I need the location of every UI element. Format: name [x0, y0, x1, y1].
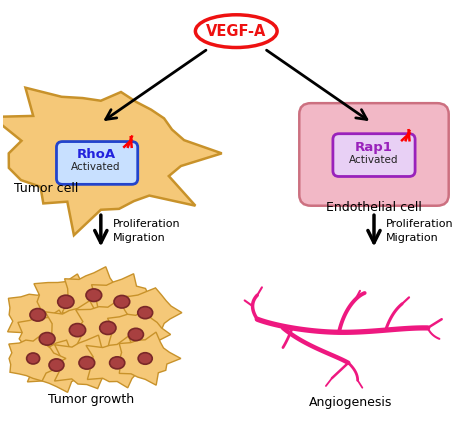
FancyBboxPatch shape: [56, 141, 138, 184]
Text: Proliferation
Migration: Proliferation Migration: [112, 219, 180, 243]
Ellipse shape: [69, 324, 86, 337]
Polygon shape: [45, 301, 115, 359]
Ellipse shape: [58, 295, 74, 308]
Ellipse shape: [79, 357, 95, 369]
Polygon shape: [117, 288, 182, 339]
Text: Endothelial cell: Endothelial cell: [326, 202, 422, 214]
Polygon shape: [55, 335, 126, 389]
Text: Tumor cell: Tumor cell: [14, 182, 79, 195]
Text: Tumor growth: Tumor growth: [48, 393, 135, 407]
Text: RhoA: RhoA: [77, 148, 116, 161]
Polygon shape: [76, 299, 147, 356]
Polygon shape: [8, 288, 78, 340]
Ellipse shape: [86, 289, 102, 301]
Polygon shape: [62, 267, 129, 323]
Ellipse shape: [195, 15, 277, 47]
Polygon shape: [91, 274, 160, 328]
Polygon shape: [119, 332, 181, 385]
Ellipse shape: [114, 295, 130, 308]
Polygon shape: [107, 307, 171, 362]
Ellipse shape: [109, 357, 125, 369]
Polygon shape: [9, 334, 66, 381]
Text: Activated: Activated: [72, 162, 121, 172]
Ellipse shape: [27, 353, 40, 364]
Text: Proliferation
Migration: Proliferation Migration: [386, 219, 453, 243]
Text: Activated: Activated: [349, 155, 399, 165]
Polygon shape: [26, 340, 89, 392]
Ellipse shape: [39, 332, 55, 345]
Text: Rap1: Rap1: [355, 141, 393, 154]
Ellipse shape: [138, 353, 152, 364]
Ellipse shape: [128, 328, 144, 341]
Ellipse shape: [100, 321, 116, 335]
Text: VEGF-A: VEGF-A: [206, 23, 266, 38]
Ellipse shape: [49, 359, 64, 371]
FancyBboxPatch shape: [333, 134, 415, 176]
FancyBboxPatch shape: [299, 103, 449, 206]
Polygon shape: [17, 310, 83, 366]
Text: Angiogenesis: Angiogenesis: [309, 396, 392, 408]
Ellipse shape: [138, 307, 153, 319]
Polygon shape: [34, 274, 102, 332]
Polygon shape: [0, 88, 222, 235]
Ellipse shape: [30, 309, 46, 321]
Polygon shape: [86, 336, 155, 388]
